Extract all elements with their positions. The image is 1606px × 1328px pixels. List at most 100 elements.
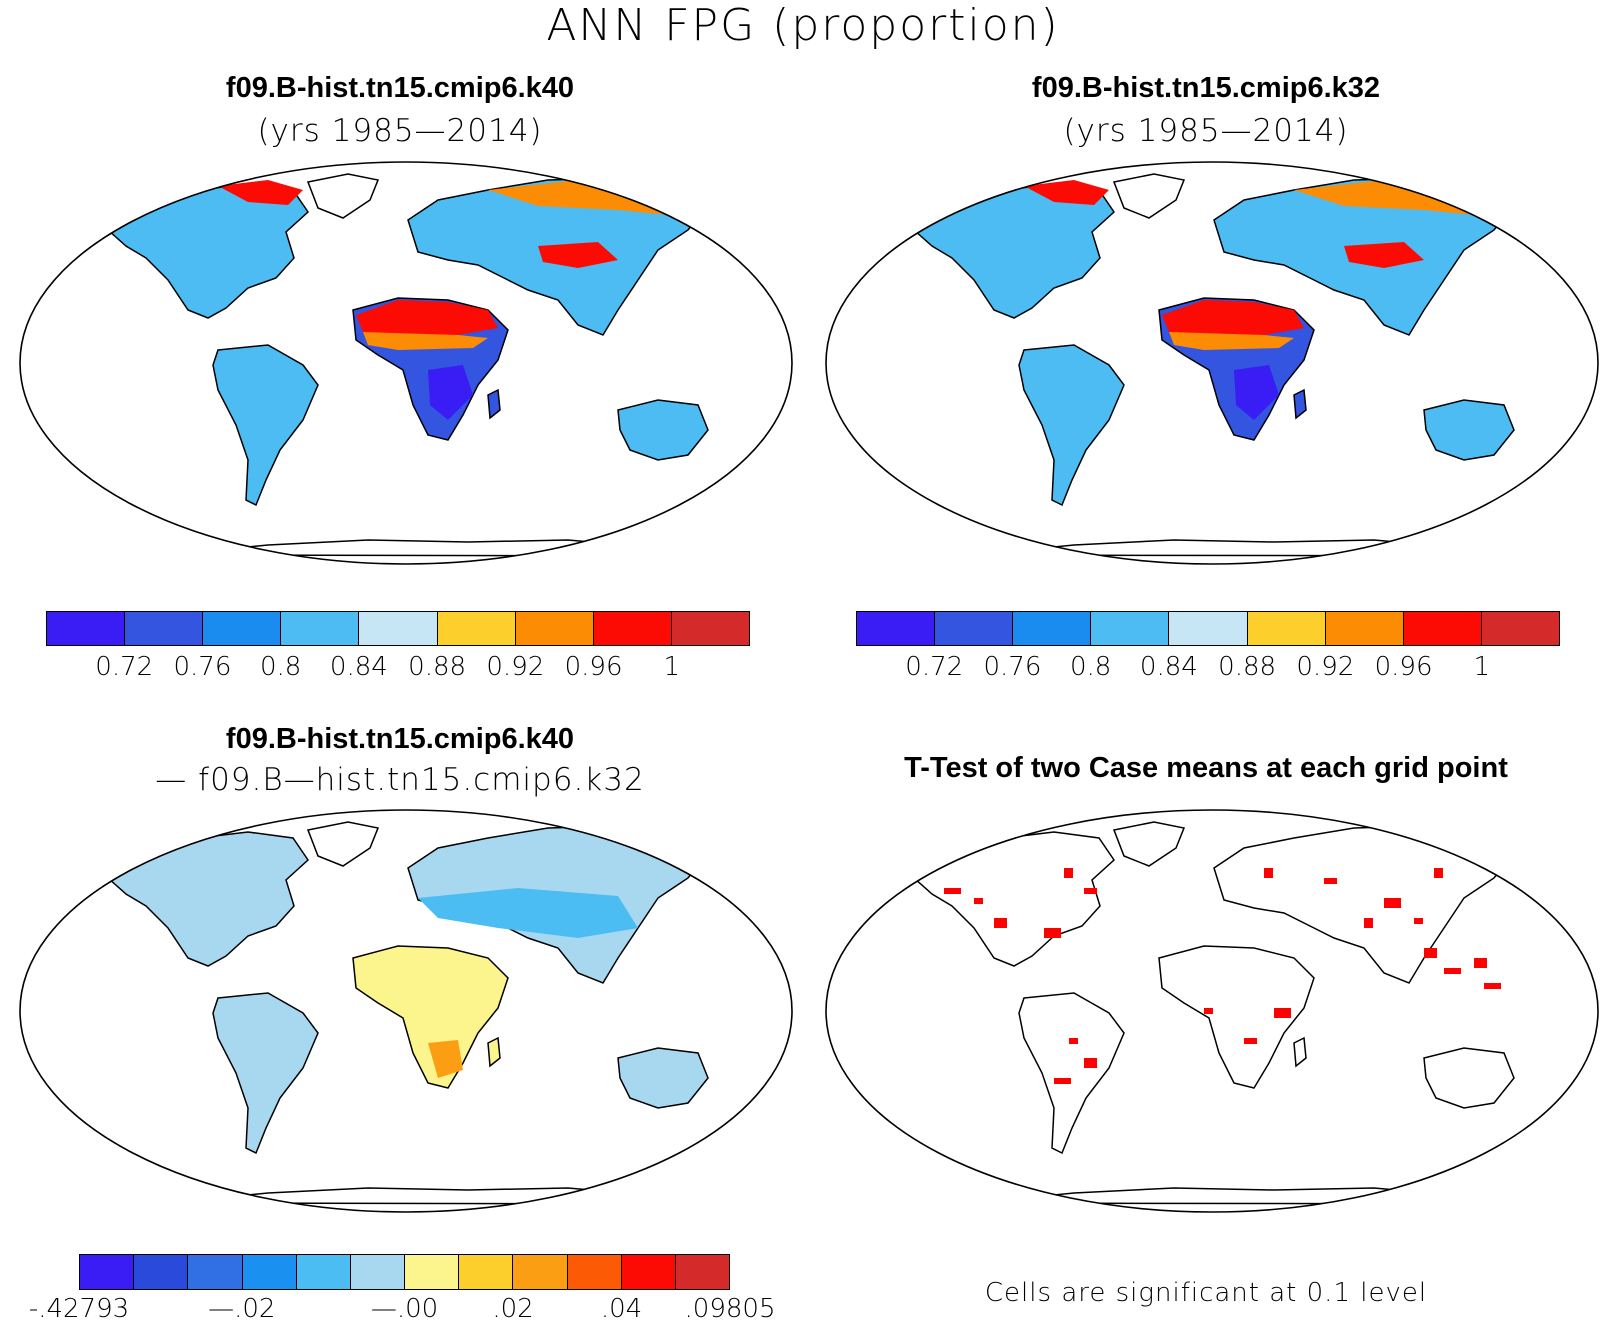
diff-positive-region — [428, 1040, 463, 1078]
significant-cell — [1484, 983, 1501, 989]
colorbar-swatch — [350, 1255, 406, 1289]
significant-cell — [1064, 868, 1073, 878]
panel2-title: f09.B-hist.tn15.cmip6.k32 — [1031, 72, 1381, 104]
fpg-high-region — [1162, 300, 1304, 336]
map-frame — [825, 809, 1599, 1213]
fpg-mid-region — [1169, 332, 1294, 350]
fpg-low-region — [428, 365, 473, 420]
panel2-map — [825, 161, 1599, 565]
continent-madagascar — [1293, 388, 1307, 420]
significant-cell — [1069, 1038, 1078, 1044]
colorbar-swatch — [459, 1255, 514, 1289]
colorbar-tick-label: 0.96 — [1374, 652, 1433, 682]
colorbar-tick-label: 0.72 — [95, 652, 154, 682]
fpg-high-region — [356, 300, 498, 336]
colorbar-swatch — [857, 612, 936, 645]
continent-australia — [1423, 1047, 1515, 1109]
panel3-title: f09.B-hist.tn15.cmip6.k40 — [225, 723, 575, 755]
panel1-title: f09.B-hist.tn15.cmip6.k40 — [225, 72, 575, 104]
continent-australia — [1423, 399, 1515, 461]
colorbar-tick-label: 0.72 — [905, 652, 964, 682]
significant-cell — [1434, 868, 1443, 878]
panel3-map — [19, 809, 793, 1213]
continent-greenland — [306, 173, 380, 219]
panel2-colorbar — [856, 611, 1560, 646]
panel1-map — [19, 161, 793, 565]
colorbar-swatch — [675, 1255, 730, 1289]
significant-cell — [1054, 1078, 1071, 1084]
colorbar-tick-label: 1 — [663, 652, 681, 682]
continent-antarctica — [167, 1187, 699, 1205]
significant-cell — [1204, 1008, 1213, 1014]
colorbar-swatch — [1481, 612, 1559, 645]
colorbar-swatch — [1091, 612, 1170, 645]
fpg-asia-region — [1344, 242, 1424, 268]
continent-samerica — [1018, 344, 1125, 507]
colorbar-tick-label: 0.8 — [1069, 652, 1112, 682]
colorbar-tick-label: -.42793 — [28, 1294, 130, 1324]
significant-cell — [1414, 918, 1423, 924]
colorbar-swatch — [47, 612, 126, 645]
colorbar-tick-label: —.00 — [370, 1294, 439, 1324]
colorbar-tick-label: 0.96 — [564, 652, 623, 682]
colorbar-swatch — [437, 612, 516, 645]
significant-cell — [1044, 928, 1061, 938]
fpg-mid-region — [363, 332, 488, 350]
continent-africa — [1158, 945, 1315, 1089]
continent-australia — [617, 1047, 709, 1109]
colorbar-tick-label: 0.92 — [1296, 652, 1355, 682]
map-land-layer — [912, 173, 1516, 557]
colorbar-swatch — [1247, 612, 1326, 645]
significant-cell — [1274, 1008, 1291, 1018]
colorbar-tick-label: 0.88 — [1218, 652, 1277, 682]
colorbar-swatch — [567, 1255, 622, 1289]
continent-australia — [617, 399, 709, 461]
colorbar-swatch — [134, 1255, 189, 1289]
continent-madagascar — [487, 1036, 501, 1068]
colorbar-swatch — [203, 612, 282, 645]
colorbar-swatch — [1403, 612, 1482, 645]
diff-negative-region — [418, 888, 638, 938]
panel4-map — [825, 809, 1599, 1213]
significant-cell — [1364, 918, 1373, 928]
panel4-title: T-Test of two Case means at each grid po… — [904, 752, 1508, 784]
fpg-asia-region — [538, 242, 618, 268]
colorbar-swatch — [513, 1255, 568, 1289]
significant-cell — [1264, 868, 1273, 878]
continent-madagascar — [1293, 1036, 1307, 1068]
significant-cell — [1424, 948, 1437, 958]
colorbar-swatch — [935, 612, 1014, 645]
significant-cell — [994, 918, 1007, 928]
colorbar-tick-label: 0.8 — [259, 652, 302, 682]
colorbar-tick-label: 0.76 — [173, 652, 232, 682]
map-frame — [825, 161, 1599, 565]
colorbar-tick-label: .02 — [492, 1294, 534, 1324]
colorbar-swatch — [188, 1255, 243, 1289]
colorbar-swatch — [1325, 612, 1404, 645]
significant-cell — [1384, 898, 1401, 908]
panel4-footnote: Cells are significant at 0.1 level — [984, 1278, 1428, 1308]
panel2-colorbar-ticks: 0.72 0.76 0.8 0.84 0.88 0.92 0.96 1 — [856, 652, 1560, 686]
map-land-layer — [912, 821, 1516, 1205]
colorbar-swatch — [621, 1255, 676, 1289]
continent-namerica — [106, 831, 309, 967]
colorbar-tick-label: 0.84 — [329, 652, 388, 682]
significant-cell — [1444, 968, 1461, 974]
colorbar-swatch — [80, 1255, 135, 1289]
colorbar-swatch — [671, 612, 749, 645]
continent-greenland — [306, 821, 380, 867]
fpg-low-region — [1234, 365, 1279, 420]
colorbar-swatch — [125, 612, 204, 645]
colorbar-swatch — [405, 1255, 460, 1289]
panel3-subtitle: — f09.B—hist.tn15.cmip6.k32 — [155, 762, 645, 798]
significant-cell — [1084, 1058, 1097, 1068]
map-frame — [19, 161, 793, 565]
panel2-subtitle: (yrs 1985—2014) — [1063, 113, 1349, 149]
colorbar-tick-label: 0.92 — [486, 652, 545, 682]
colorbar-tick-label: 0.76 — [983, 652, 1042, 682]
colorbar-tick-label: 0.84 — [1139, 652, 1198, 682]
panel1-colorbar-ticks: 0.72 0.76 0.8 0.84 0.88 0.92 0.96 1 — [46, 652, 750, 686]
colorbar-swatch — [296, 1255, 351, 1289]
continent-eurasia — [1213, 825, 1516, 984]
continent-antarctica — [167, 539, 699, 557]
